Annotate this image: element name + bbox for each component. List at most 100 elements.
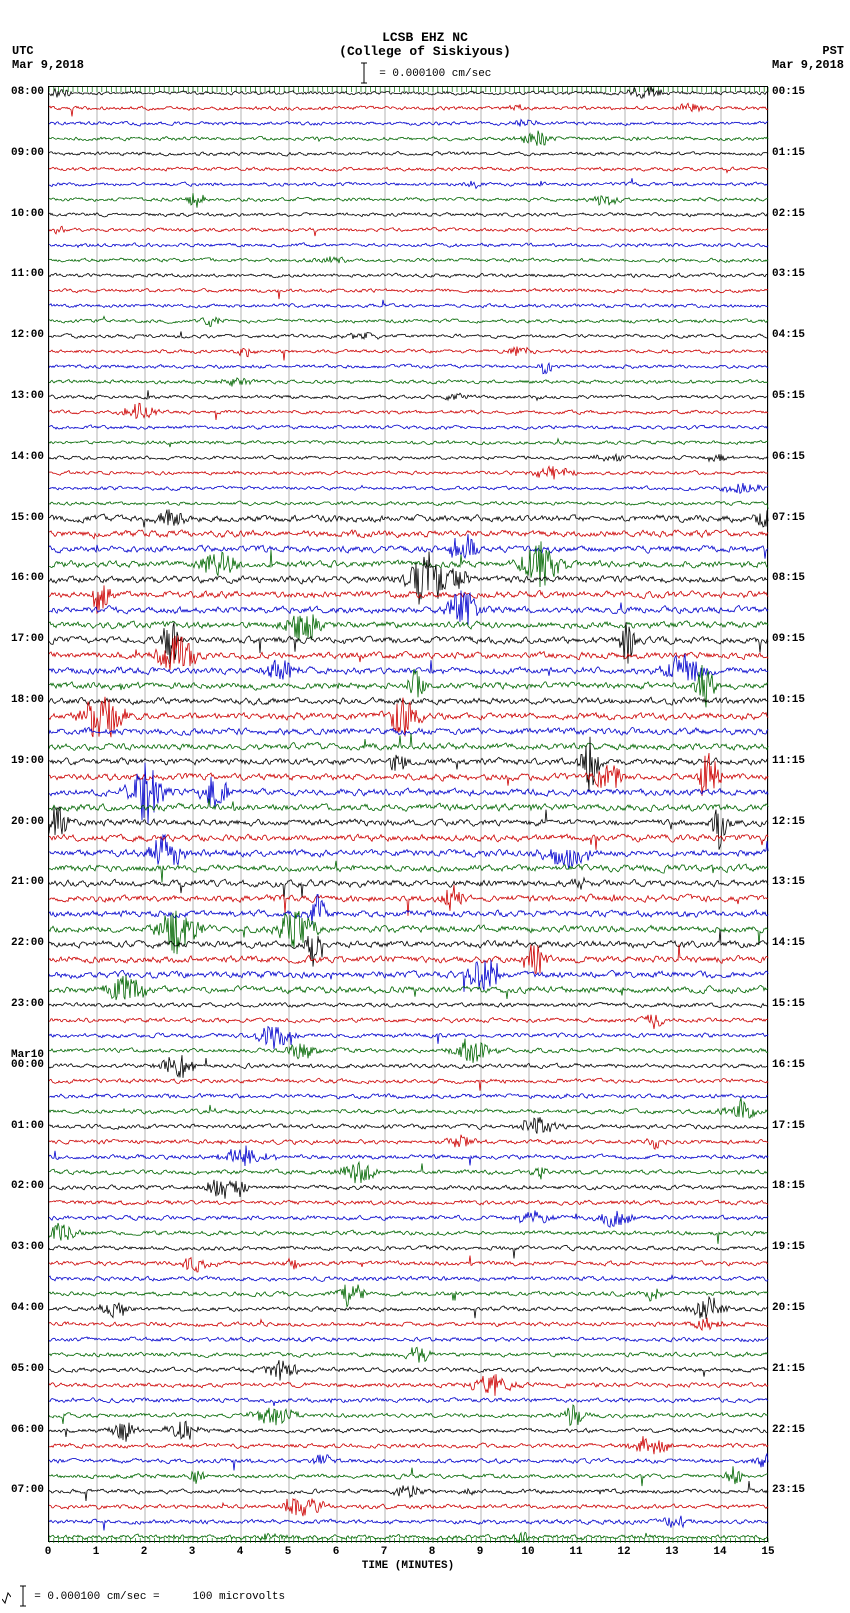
seismic-trace [49, 614, 768, 641]
footer-scale: = 0.000100 cm/sec = 100 microvolts [2, 1585, 285, 1607]
seismic-trace [49, 347, 768, 361]
seismic-trace [49, 1002, 768, 1007]
seismic-trace [49, 534, 768, 559]
seismic-trace [49, 1436, 768, 1454]
x-tick-label: 2 [141, 1546, 148, 1558]
seismic-trace [49, 509, 768, 527]
seismic-trace [49, 1421, 768, 1441]
pst-hour-label: 15:15 [772, 998, 812, 1010]
x-tick-label: 3 [189, 1546, 196, 1558]
seismic-trace [49, 1039, 768, 1063]
utc-hour-label: 02:00 [4, 1180, 44, 1192]
utc-hour-label: 20:00 [4, 816, 44, 828]
seismic-trace [49, 243, 768, 248]
x-tick-label: 13 [665, 1546, 678, 1558]
seismic-trace [49, 1499, 768, 1517]
x-tick-label: 4 [237, 1546, 244, 1558]
seismic-trace [49, 1162, 768, 1183]
seismic-trace [49, 1454, 768, 1471]
seismic-trace [49, 87, 768, 98]
pst-hour-label: 13:15 [772, 876, 812, 888]
utc-hour-label: 17:00 [4, 633, 44, 645]
header-scale: = 0.000100 cm/sec [0, 62, 850, 84]
seismic-trace [49, 363, 768, 374]
seismic-trace [49, 1223, 768, 1244]
seismic-trace [49, 654, 768, 682]
seismic-trace [49, 390, 768, 400]
seismic-trace [49, 1135, 768, 1150]
x-tick-label: 0 [45, 1546, 52, 1558]
seismic-trace [49, 403, 768, 420]
x-tick-label: 8 [429, 1546, 436, 1558]
pst-hour-label: 00:15 [772, 86, 812, 98]
utc-hour-label: 22:00 [4, 937, 44, 949]
pst-hour-label: 06:15 [772, 451, 812, 463]
plot-area [48, 86, 768, 1542]
pst-hour-label: 07:15 [772, 512, 812, 524]
seismic-trace [49, 930, 768, 966]
seismic-trace [49, 193, 768, 208]
seismic-trace [49, 733, 768, 750]
seismic-trace [49, 1027, 768, 1050]
seismic-trace [49, 622, 768, 664]
seismic-trace [49, 763, 768, 824]
utc-date-label: Mar10 [4, 1049, 44, 1061]
scale-bar-icon [359, 62, 369, 84]
x-tick-label: 10 [521, 1546, 534, 1558]
seismograph-wrapper: LCSB EHZ NC (College of Siskiyous) = 0.0… [0, 0, 850, 1613]
seismic-trace [49, 439, 768, 447]
utc-hour-label: 10:00 [4, 208, 44, 220]
seismic-trace [49, 799, 768, 812]
utc-hour-label: 21:00 [4, 876, 44, 888]
seismic-trace [49, 530, 768, 539]
pst-hour-label: 02:15 [772, 208, 812, 220]
seismic-trace [49, 975, 768, 1000]
seismic-trace [49, 585, 768, 613]
seismic-trace [49, 727, 768, 735]
seismic-trace [49, 1318, 768, 1330]
seismic-trace [49, 378, 768, 387]
seismic-trace [49, 1466, 768, 1486]
seismic-trace [49, 226, 768, 236]
pst-hour-label: 22:15 [772, 1424, 812, 1436]
pst-hour-label: 01:15 [772, 147, 812, 159]
utc-hour-label: 00:00 [4, 1059, 44, 1071]
utc-hour-label: 03:00 [4, 1241, 44, 1253]
location-subtitle: (College of Siskiyous) [0, 44, 850, 59]
utc-hour-label: 04:00 [4, 1302, 44, 1314]
left-timezone: UTC [12, 44, 34, 58]
pst-hour-label: 05:15 [772, 390, 812, 402]
seismic-trace [49, 1360, 768, 1380]
seismic-trace [49, 1094, 768, 1099]
seismic-trace [49, 152, 768, 157]
seismic-trace [49, 120, 768, 127]
utc-hour-label: 12:00 [4, 329, 44, 341]
pst-hour-label: 23:15 [772, 1484, 812, 1496]
seismic-trace [49, 1180, 768, 1199]
seismic-trace [49, 1245, 768, 1258]
seismic-trace [49, 1078, 768, 1091]
pst-hour-label: 21:15 [772, 1363, 812, 1375]
seismic-trace [49, 1398, 768, 1406]
pst-hour-label: 19:15 [772, 1241, 812, 1253]
x-axis-labels: 0123456789101112131415 [48, 1546, 768, 1560]
seismic-trace [49, 878, 768, 899]
seismic-trace [49, 316, 768, 326]
x-axis-title: TIME (MINUTES) [48, 1560, 768, 1572]
pst-hour-label: 20:15 [772, 1302, 812, 1314]
right-date: Mar 9,2018 [772, 58, 844, 72]
pst-hour-label: 04:15 [772, 329, 812, 341]
seismic-trace [49, 1374, 768, 1396]
seismic-trace [49, 1516, 768, 1531]
x-tick-label: 1 [93, 1546, 100, 1558]
seismic-trace [49, 1210, 768, 1227]
utc-hour-label: 08:00 [4, 86, 44, 98]
utc-hour-label: 11:00 [4, 268, 44, 280]
pst-hour-label: 08:15 [772, 572, 812, 584]
seismic-trace [49, 1146, 768, 1167]
seismic-trace [49, 425, 768, 430]
x-tick-label: 5 [285, 1546, 292, 1558]
utc-hour-label: 09:00 [4, 147, 44, 159]
seismic-trace [49, 1098, 768, 1118]
seismic-trace [49, 178, 768, 188]
